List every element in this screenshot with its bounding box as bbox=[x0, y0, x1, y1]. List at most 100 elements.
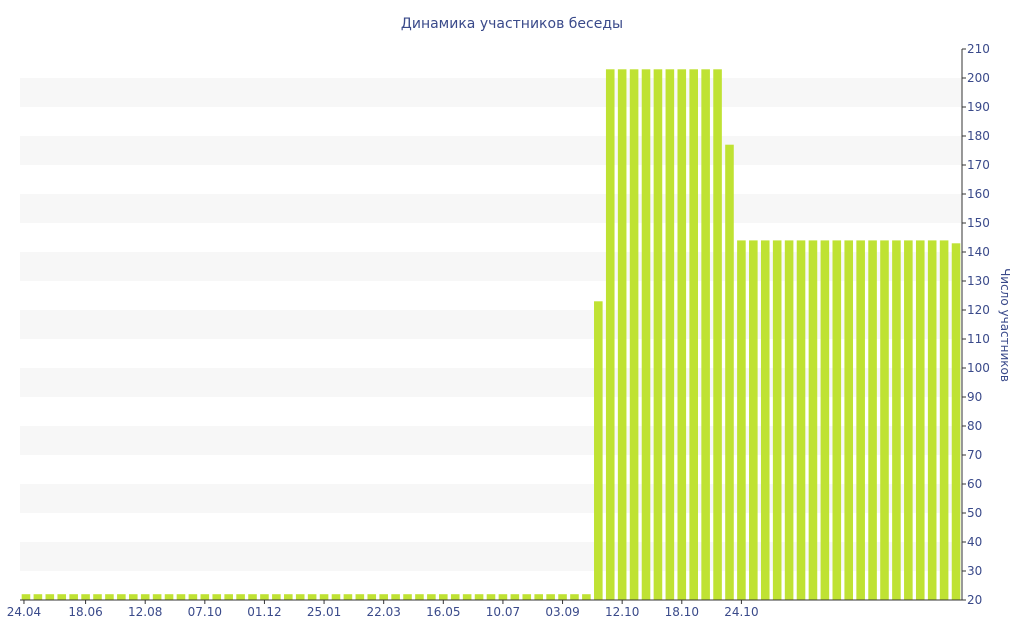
bar bbox=[212, 594, 222, 600]
x-tick-label: 01.12 bbox=[247, 605, 281, 619]
y-tick-label: 70 bbox=[967, 448, 982, 462]
bar bbox=[117, 594, 126, 600]
bar bbox=[295, 594, 305, 600]
bar bbox=[951, 243, 961, 601]
bar bbox=[474, 594, 484, 600]
y-tick-label: 20 bbox=[967, 593, 982, 607]
y-tick-label: 120 bbox=[967, 303, 990, 317]
y-tick-label: 180 bbox=[967, 129, 990, 143]
bar bbox=[629, 69, 639, 601]
bar bbox=[176, 594, 186, 600]
bar bbox=[749, 240, 758, 600]
bar bbox=[939, 240, 949, 600]
bar bbox=[510, 594, 520, 600]
bar bbox=[224, 594, 233, 600]
y-tick-label: 30 bbox=[967, 564, 982, 578]
bar bbox=[415, 594, 424, 600]
bar bbox=[594, 301, 603, 600]
bar bbox=[677, 69, 687, 601]
bar bbox=[69, 594, 78, 600]
bars bbox=[21, 69, 961, 601]
y-tick-label: 170 bbox=[967, 158, 990, 172]
bar bbox=[701, 69, 710, 601]
bar bbox=[641, 69, 651, 601]
bar bbox=[892, 240, 901, 600]
bar bbox=[832, 240, 842, 600]
y-tick-label: 50 bbox=[967, 506, 982, 520]
bar bbox=[820, 240, 830, 600]
bar bbox=[21, 594, 31, 600]
bar bbox=[582, 594, 591, 600]
x-tick-label: 24.04 bbox=[7, 605, 41, 619]
x-tick-label: 25.01 bbox=[307, 605, 341, 619]
bar bbox=[486, 594, 496, 600]
grid-band bbox=[20, 194, 962, 223]
bar bbox=[784, 240, 794, 600]
bar bbox=[105, 594, 114, 600]
bar bbox=[93, 594, 102, 600]
bar bbox=[808, 240, 818, 600]
bar bbox=[81, 594, 90, 600]
bar bbox=[570, 594, 579, 600]
y-tick-label: 190 bbox=[967, 100, 990, 114]
y-tick-label: 80 bbox=[967, 419, 982, 433]
bar bbox=[439, 594, 448, 600]
bar bbox=[152, 594, 162, 600]
bar bbox=[427, 594, 436, 600]
bar bbox=[558, 594, 567, 600]
bar bbox=[57, 594, 67, 600]
x-tick-label: 18.06 bbox=[68, 605, 102, 619]
x-tick-label: 03.09 bbox=[545, 605, 579, 619]
bar bbox=[188, 594, 198, 600]
bar bbox=[272, 594, 281, 600]
x-tick-label: 12.08 bbox=[128, 605, 162, 619]
x-tick-label: 22.03 bbox=[367, 605, 401, 619]
bar bbox=[522, 594, 532, 600]
bar bbox=[713, 69, 722, 601]
x-tick-label: 12.10 bbox=[605, 605, 639, 619]
bar bbox=[331, 594, 341, 600]
bar bbox=[260, 594, 269, 600]
y-tick-label: 140 bbox=[967, 245, 990, 259]
bar bbox=[236, 594, 245, 600]
bar bbox=[367, 594, 377, 600]
bar bbox=[319, 594, 329, 600]
bar bbox=[403, 594, 412, 600]
y-axis-label: Число участников bbox=[998, 268, 1012, 382]
bar bbox=[534, 594, 543, 600]
bar bbox=[665, 69, 675, 601]
bar bbox=[391, 594, 400, 600]
bar bbox=[462, 594, 472, 600]
x-axis-ticks: 24.04 18.06 12.08 07.10 01.12 25.01 22.03 16.05… bbox=[7, 600, 759, 619]
bar bbox=[796, 240, 806, 600]
bar bbox=[248, 594, 257, 600]
bar bbox=[546, 594, 555, 600]
bar bbox=[164, 594, 174, 600]
bar bbox=[772, 240, 782, 600]
grid-band bbox=[20, 78, 962, 107]
bar bbox=[689, 69, 699, 601]
x-tick-label: 07.10 bbox=[188, 605, 222, 619]
bar bbox=[33, 594, 43, 600]
y-tick-label: 40 bbox=[967, 535, 982, 549]
bar bbox=[140, 594, 150, 600]
y-tick-label: 150 bbox=[967, 216, 990, 230]
bar bbox=[653, 69, 663, 601]
y-tick-label: 130 bbox=[967, 274, 990, 288]
bar bbox=[904, 240, 913, 600]
bar bbox=[856, 240, 865, 600]
y-tick-label: 90 bbox=[967, 390, 982, 404]
x-tick-label: 10.07 bbox=[486, 605, 520, 619]
y-axis-ticks: 20 30 40 50 60 70 80 90 100 110 120 130 140 150 160 170… bbox=[962, 42, 990, 607]
bar bbox=[915, 240, 925, 600]
bar bbox=[927, 240, 937, 600]
x-tick-label: 24.10 bbox=[724, 605, 758, 619]
bar bbox=[379, 594, 388, 600]
chart-title: Динамика участников беседы bbox=[401, 16, 623, 32]
y-tick-label: 200 bbox=[967, 71, 990, 85]
bar bbox=[450, 594, 460, 600]
bar bbox=[725, 144, 734, 600]
bar bbox=[200, 594, 210, 600]
bar bbox=[760, 240, 770, 600]
